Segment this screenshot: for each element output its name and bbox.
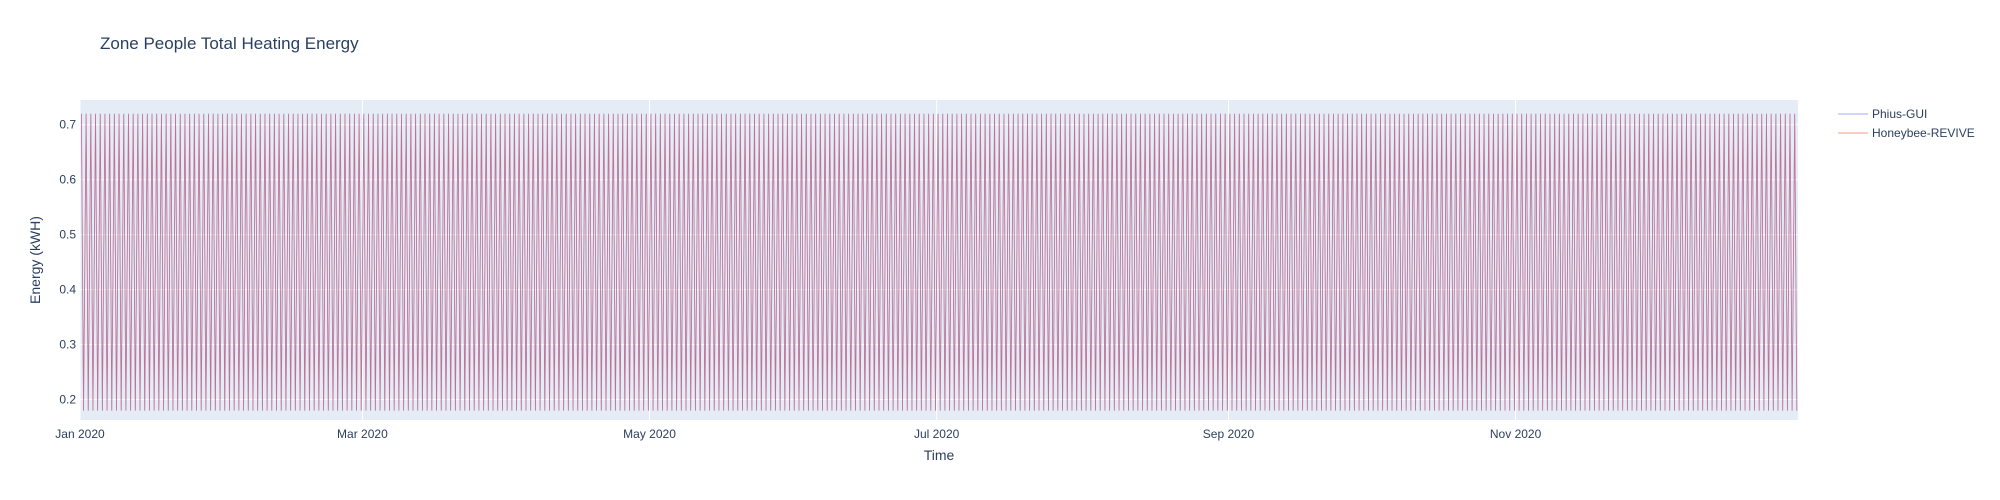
x-tick-label: Mar 2020 — [337, 427, 388, 441]
legend-item[interactable]: Phius-GUI — [1838, 107, 1927, 121]
y-tick-label: 0.6 — [59, 173, 76, 187]
y-tick-label: 0.7 — [59, 118, 76, 132]
x-axis-title: Time — [924, 447, 955, 463]
y-tick-label: 0.5 — [59, 228, 76, 242]
y-tick-label: 0.2 — [59, 393, 76, 407]
x-tick-label: Sep 2020 — [1203, 427, 1255, 441]
series-line-honeybee-revive[interactable] — [81, 113, 1798, 411]
x-tick-label: May 2020 — [623, 427, 676, 441]
legend-label: Honeybee-REVIVE — [1872, 126, 1975, 140]
y-tick-label: 0.3 — [59, 338, 76, 352]
legend-item[interactable]: Honeybee-REVIVE — [1838, 126, 1975, 140]
x-tick-label: Jan 2020 — [55, 427, 105, 441]
x-tick-label: Jul 2020 — [914, 427, 960, 441]
x-axis-ticks: Jan 2020 Mar 2020 May 2020 Jul 2020 Sep 2020… — [55, 427, 1541, 441]
series-layer — [81, 113, 1798, 411]
x-tick-label: Nov 2020 — [1490, 427, 1542, 441]
chart-title: Zone People Total Heating Energy — [100, 34, 359, 53]
legend[interactable]: Phius-GUI Honeybee-REVIVE — [1838, 107, 1975, 140]
y-tick-label: 0.4 — [59, 283, 76, 297]
y-axis-title: Energy (kWH) — [27, 216, 43, 304]
legend-label: Phius-GUI — [1872, 107, 1927, 121]
y-axis-ticks: 0.2 0.3 0.4 0.5 0.6 0.7 — [59, 118, 76, 407]
